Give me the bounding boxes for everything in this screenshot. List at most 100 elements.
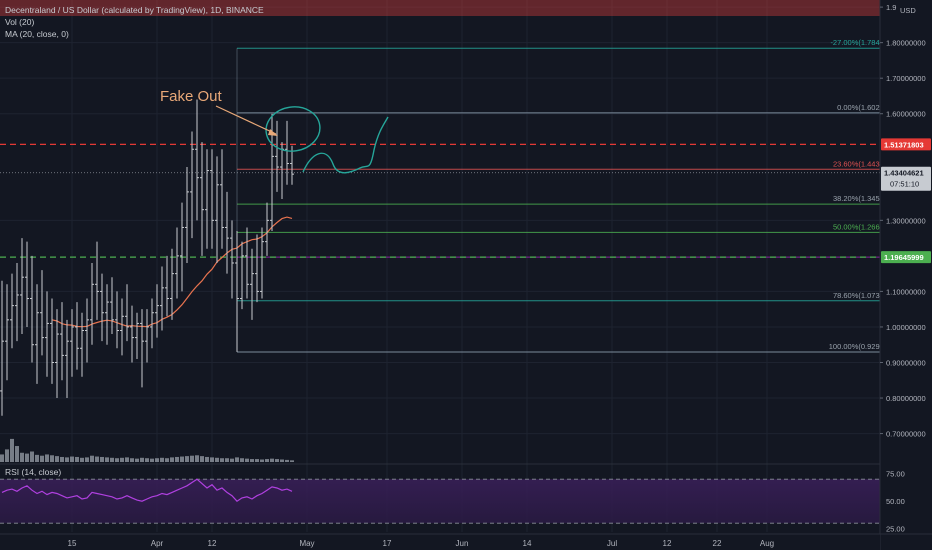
volume-bar xyxy=(125,457,129,462)
volume-legend: Vol (20) xyxy=(5,17,34,27)
volume-bar xyxy=(225,458,229,462)
price-tick-label: 1.60000000 xyxy=(886,110,926,119)
volume-bar xyxy=(135,458,139,462)
price-badge-label: 1.51371803 xyxy=(884,140,924,149)
volume-bar xyxy=(0,454,4,462)
user-drawings[interactable]: Fake Out xyxy=(160,88,389,174)
volume-bar xyxy=(160,457,164,462)
price-top-band xyxy=(0,0,880,16)
time-tick-label: Jul xyxy=(607,539,617,548)
volume-bar xyxy=(85,457,89,462)
chart-legend: Decentraland / US Dollar (calculated by … xyxy=(5,5,264,477)
time-tick-label: May xyxy=(299,539,314,548)
rsi-tick-label: 75.00 xyxy=(886,470,905,479)
volume-bar xyxy=(285,459,289,462)
volume-bar xyxy=(30,451,34,462)
time-tick-label: 15 xyxy=(68,539,77,548)
price-axis-background xyxy=(880,0,932,550)
price-candles[interactable] xyxy=(0,99,294,416)
volume-bar xyxy=(90,455,94,462)
circle-drawing[interactable] xyxy=(263,103,323,154)
price-badge-label: 1.19645999 xyxy=(884,253,924,262)
countdown-label: 07:51:10 xyxy=(890,180,919,189)
volume-bar xyxy=(235,457,239,462)
fib-level-label: 100.00%(0.92954526) xyxy=(829,342,904,351)
volume-bar xyxy=(20,452,24,462)
volume-bar xyxy=(240,458,244,462)
volume-bar xyxy=(275,459,279,462)
volume-bar xyxy=(55,456,59,462)
volume-bar xyxy=(220,458,224,462)
volume-bar xyxy=(150,458,154,462)
price-unit-label: USD xyxy=(900,6,916,15)
time-tick-label: 12 xyxy=(663,539,672,548)
projection-path-drawing[interactable] xyxy=(302,116,389,174)
volume-bar xyxy=(215,457,219,462)
volume-bar xyxy=(130,458,134,462)
volume-bar xyxy=(120,457,124,462)
price-tick-label: 1.9 xyxy=(886,3,896,12)
volume-bar xyxy=(195,455,199,462)
time-tick-label: Jun xyxy=(456,539,469,548)
volume-bar xyxy=(65,457,69,462)
rsi-tick-label: 25.00 xyxy=(886,525,905,534)
volume-bar xyxy=(255,459,259,462)
time-tick-label: 22 xyxy=(713,539,722,548)
volume-bar xyxy=(50,455,54,462)
volume-bar xyxy=(45,454,49,462)
volume-bar xyxy=(290,460,294,462)
volume-bar xyxy=(205,456,209,462)
fibonacci-retracement[interactable]: -27.00%(1.78426978) 0.00%(1.60255669) 23.6… xyxy=(236,38,907,353)
volume-bar xyxy=(190,455,194,462)
fake-out-annotation: Fake Out xyxy=(160,88,223,105)
price-tick-label: 0.70000000 xyxy=(886,430,926,439)
time-tick-label: Aug xyxy=(760,539,774,548)
volume-bar xyxy=(75,456,79,462)
horizontal-levels xyxy=(0,143,880,258)
price-tick-label: 0.90000000 xyxy=(886,358,926,367)
fib-level-label: 50.00%(1.26605097) xyxy=(833,222,904,231)
volume-bars xyxy=(0,438,294,462)
price-tick-label: 1.70000000 xyxy=(886,74,926,83)
time-tick-label: 14 xyxy=(523,539,532,548)
volume-bar xyxy=(5,449,9,462)
rsi-line xyxy=(1,478,293,502)
fake-out-arrow xyxy=(215,105,277,135)
fib-level-label: -27.00%(1.78426978) xyxy=(830,38,903,47)
fib-level-label: 0.00%(1.60255669) xyxy=(837,103,903,112)
time-tick-label: Apr xyxy=(151,539,164,548)
price-badge[interactable] xyxy=(881,251,931,264)
price-badge[interactable] xyxy=(881,138,931,151)
volume-bar xyxy=(270,458,274,462)
volume-bar xyxy=(80,457,84,462)
price-tick-label: 1.10000000 xyxy=(886,287,926,296)
price-tick-label: 0.80000000 xyxy=(886,394,926,403)
time-axis[interactable]: 15 Apr 12 May 17 Jun 14 Jul 12 22 Aug xyxy=(0,533,932,550)
ma-legend: MA (20, close, 0) xyxy=(5,29,69,39)
price-badge[interactable] xyxy=(881,166,931,191)
volume-bar xyxy=(15,446,19,462)
volume-bar xyxy=(165,458,169,462)
volume-bar xyxy=(10,438,14,462)
price-axis[interactable]: 1.9 1.80000000 1.70000000 1.60000000 1.30000… xyxy=(879,0,932,550)
price-badge-label: 1.43404621 xyxy=(884,169,924,178)
rsi-tick-label: 50.00 xyxy=(886,497,905,506)
volume-bar xyxy=(265,459,269,462)
rsi-legend: RSI (14, close) xyxy=(5,467,61,477)
volume-bar xyxy=(280,459,284,462)
volume-bar xyxy=(200,456,204,462)
volume-bar xyxy=(145,458,149,462)
volume-bar xyxy=(40,455,44,462)
price-tick-label: 1.00000000 xyxy=(886,323,926,332)
volume-bar xyxy=(110,457,114,462)
volume-bar xyxy=(250,459,254,462)
volume-bar xyxy=(115,458,119,462)
rsi-band-fill xyxy=(0,479,880,524)
volume-bar xyxy=(185,456,189,462)
symbol-legend: Decentraland / US Dollar (calculated by … xyxy=(5,5,264,15)
volume-bar xyxy=(60,456,64,462)
volume-bar xyxy=(210,457,214,462)
time-tick-label: 12 xyxy=(208,539,217,548)
time-axis-background xyxy=(0,534,880,550)
